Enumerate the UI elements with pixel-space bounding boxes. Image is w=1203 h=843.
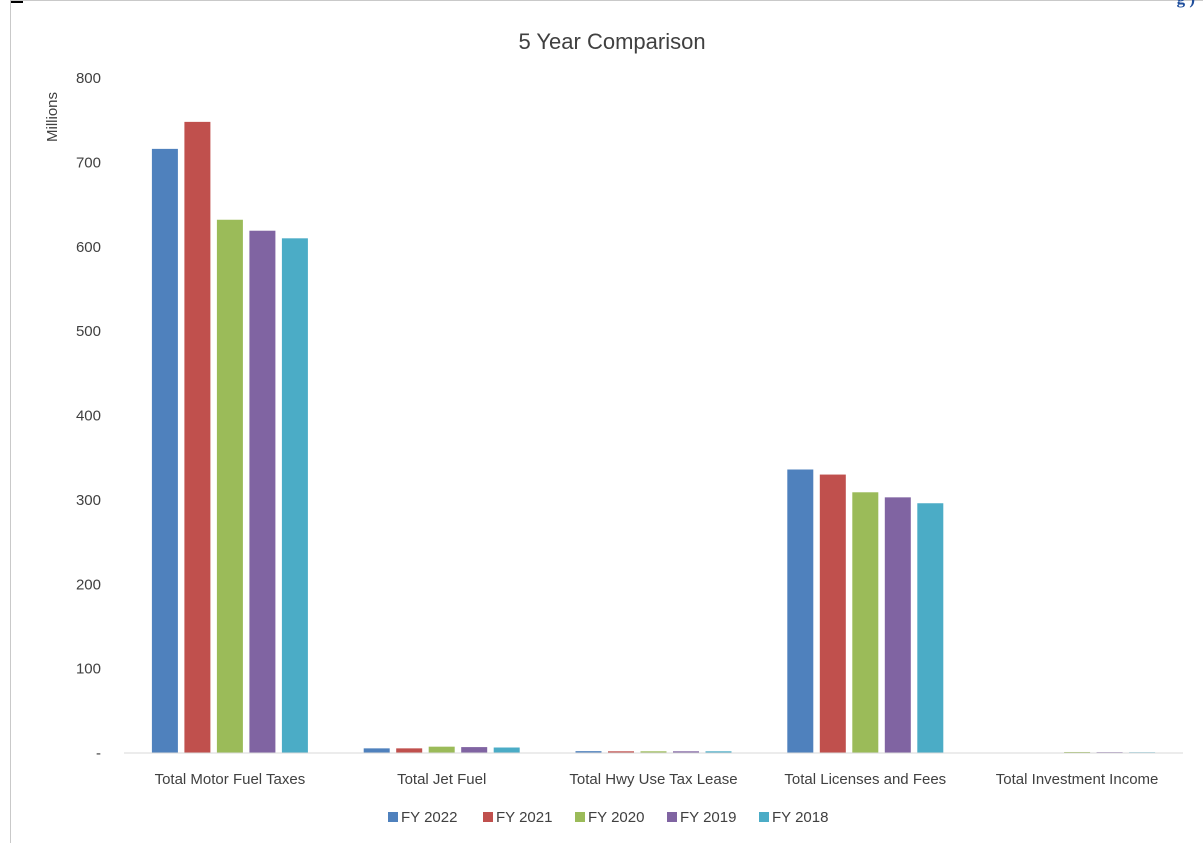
legend-swatch xyxy=(388,812,398,822)
bar xyxy=(493,747,520,753)
bar xyxy=(673,751,699,753)
legend-swatch xyxy=(667,812,677,822)
y-tick-label: 300 xyxy=(76,492,101,509)
legend: FY 2022 FY 2021 FY 2020 FY 2019 FY 2018 xyxy=(388,809,828,826)
y-tick-label: 600 xyxy=(76,239,101,256)
bar xyxy=(396,748,423,753)
bar xyxy=(884,497,911,753)
legend-label: FY 2018 xyxy=(772,809,828,826)
chart-frame xyxy=(10,0,1203,843)
legend-swatch xyxy=(575,812,585,822)
header-fragment: g ) xyxy=(1177,0,1195,9)
bar xyxy=(1064,751,1091,753)
y-tick-label: 400 xyxy=(76,408,101,425)
x-tick-label: Total Hwy Use Tax Lease xyxy=(569,771,737,788)
legend-label: FY 2020 xyxy=(588,809,644,826)
y-tick-label: 700 xyxy=(76,154,101,171)
x-tick-label: Total Motor Fuel Taxes xyxy=(155,771,306,788)
y-tick-label: 200 xyxy=(76,576,101,593)
y-tick-label: 800 xyxy=(76,70,101,87)
chart-title: 5 Year Comparison xyxy=(518,29,705,54)
bar xyxy=(917,503,944,753)
x-tick-label: Total Jet Fuel xyxy=(397,771,486,788)
bar xyxy=(640,751,667,753)
bar xyxy=(216,219,243,753)
y-tick-label: 100 xyxy=(76,661,101,678)
bar xyxy=(363,748,390,753)
y-axis-label: Millions xyxy=(44,92,61,142)
bar xyxy=(787,469,814,753)
legend-swatch xyxy=(483,812,493,822)
x-tick-label: Total Licenses and Fees xyxy=(784,771,946,788)
bar xyxy=(575,751,602,753)
bar xyxy=(852,492,879,753)
bar xyxy=(461,747,488,753)
corner-mark xyxy=(11,1,23,3)
bar xyxy=(281,238,308,753)
bar xyxy=(819,474,846,753)
bar xyxy=(151,148,178,753)
y-tick-label: 500 xyxy=(76,323,101,340)
bar xyxy=(428,746,455,753)
bars-group xyxy=(151,121,1156,753)
legend-swatch xyxy=(759,812,769,822)
legend-label: FY 2021 xyxy=(496,809,552,826)
y-axis-ticks: - 100 200 300 400 500 600 700 800 xyxy=(76,70,101,762)
bar xyxy=(705,751,732,753)
legend-label: FY 2022 xyxy=(401,809,457,826)
legend-label: FY 2019 xyxy=(680,809,736,826)
bar xyxy=(608,751,634,753)
x-tick-label: Total Investment Income xyxy=(996,771,1159,788)
x-axis-ticks: Total Motor Fuel Taxes Total Jet Fuel Tota… xyxy=(155,771,1159,788)
y-tick-label: - xyxy=(96,745,101,762)
bar xyxy=(249,230,276,753)
bar xyxy=(184,121,211,753)
